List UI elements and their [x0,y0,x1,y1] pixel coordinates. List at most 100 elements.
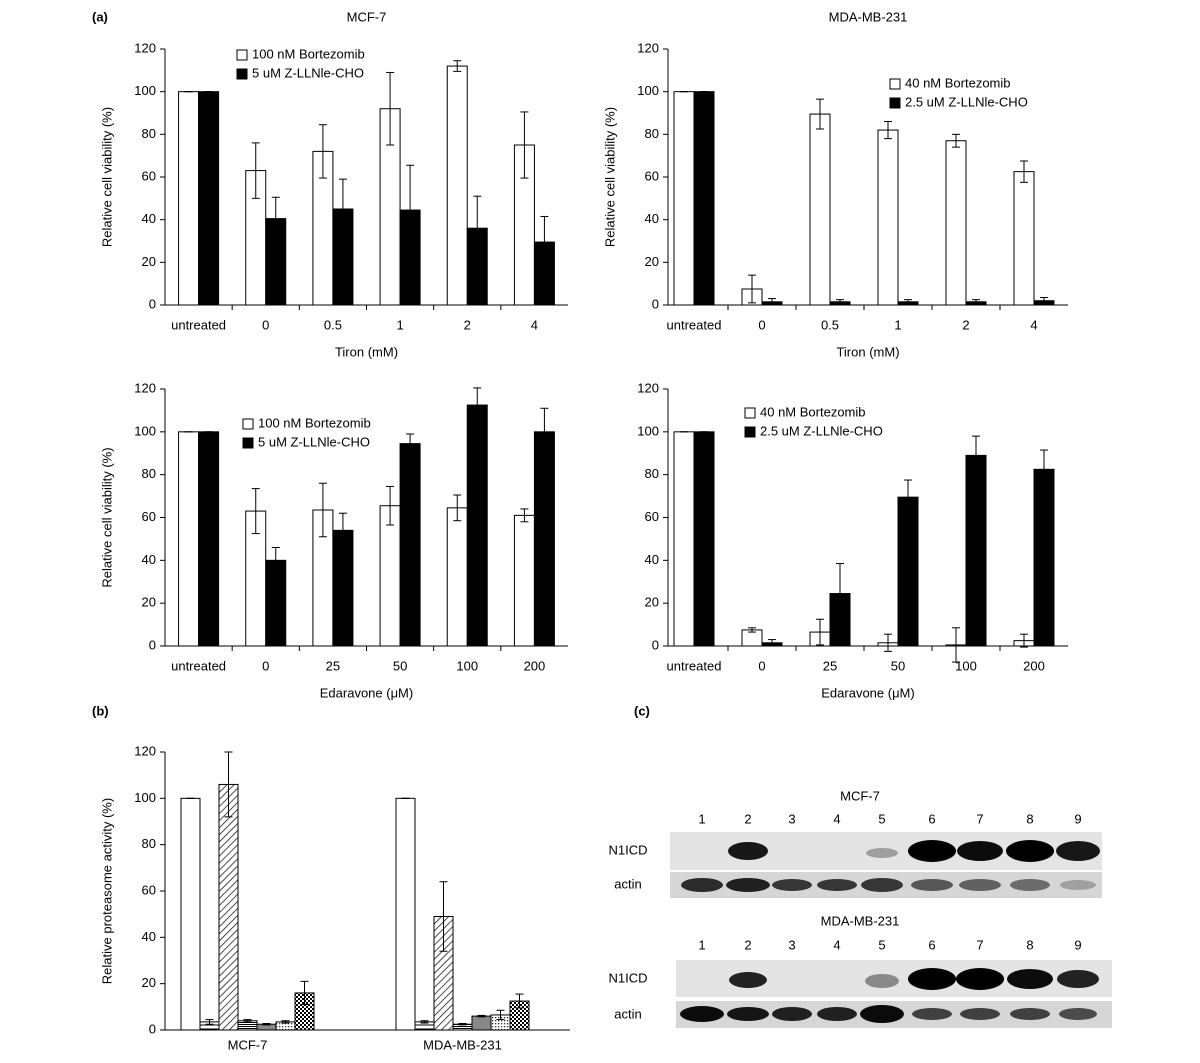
x-axis-label: Tiron (mM) [335,344,398,359]
panel-label: (b) [92,703,109,718]
bar [395,797,416,1031]
bar [1013,171,1035,306]
bar [877,129,899,306]
x-tick-label: 1 [396,317,403,332]
legend-label: 40 nM Bortezomib [760,404,866,419]
x-tick-label: 0 [758,317,765,332]
bar [178,91,200,306]
y-tick-label: 80 [645,126,659,141]
x-tick-label: 25 [326,658,340,673]
bar [673,431,695,647]
y-tick-label: 40 [645,552,659,567]
legend-label: 5 uM Z-LLNle-CHO [252,65,364,80]
legend-swatch [889,97,901,109]
y-tick-label: 0 [149,637,156,652]
x-tick-label: untreated [667,658,722,673]
bar [1033,468,1055,647]
legend-swatch [242,437,254,449]
x-tick-label: 100 [456,658,478,673]
y-tick-label: 100 [134,790,156,805]
legend-swatch [889,78,901,90]
lane-number: 7 [976,811,983,826]
x-tick-label: untreated [667,317,722,332]
blot-title: MDA-MB-231 [821,913,900,928]
x-tick-label: untreated [171,317,226,332]
y-tick-label: 120 [637,40,659,55]
y-tick-label: 0 [652,637,659,652]
x-tick-label: 100 [955,658,977,673]
lane-number: 1 [698,811,705,826]
y-axis-label: Relative proteasome activity (%) [99,798,114,984]
x-tick-label: 4 [1030,317,1037,332]
legend-label: 2.5 uM Z-LLNle-CHO [905,94,1028,109]
blot-row-label: actin [614,1006,641,1021]
y-tick-label: 40 [645,211,659,226]
y-tick-label: 20 [645,254,659,269]
lane-number: 9 [1074,937,1081,952]
lane-number: 6 [928,937,935,952]
lane-number: 6 [928,811,935,826]
y-axis-label: Relative cell viability (%) [99,447,114,587]
bar [471,1015,492,1031]
y-tick-label: 40 [142,929,156,944]
legend-swatch [236,49,248,61]
bar [178,431,200,647]
y-tick-label: 0 [652,296,659,311]
x-tick-label: 0 [758,658,765,673]
y-tick-label: 60 [645,509,659,524]
y-tick-label: 0 [149,296,156,311]
lane-number: 2 [744,811,751,826]
x-tick-label: 50 [393,658,407,673]
chart-title: MCF-7 [347,9,387,24]
bar [180,797,201,1031]
bar [693,91,715,306]
x-axis-label: Edaravone (μM) [821,685,914,700]
x-tick-label: untreated [171,658,226,673]
blot-title: MCF-7 [840,788,880,803]
legend-swatch [242,418,254,430]
lane-number: 5 [878,811,885,826]
x-tick-label: 200 [1023,658,1045,673]
x-tick-label: MDA-MB-231 [423,1037,502,1052]
lane-number: 1 [698,937,705,952]
y-tick-label: 120 [134,380,156,395]
x-tick-label: 2 [464,317,471,332]
y-axis-label: Relative cell viability (%) [602,107,617,247]
bar [218,783,239,1031]
y-tick-label: 20 [142,595,156,610]
y-tick-label: 120 [134,40,156,55]
bar [446,65,468,306]
legend-swatch [744,407,756,419]
bar [965,454,987,647]
bar [379,505,401,647]
legend-swatch [744,426,756,438]
y-tick-label: 80 [645,466,659,481]
x-tick-label: 2 [962,317,969,332]
x-tick-label: MCF-7 [228,1037,268,1052]
bar [198,431,220,647]
panel-label: (c) [634,703,650,718]
y-tick-label: 20 [142,975,156,990]
x-tick-label: 200 [524,658,546,673]
legend-label: 2.5 uM Z-LLNle-CHO [760,423,883,438]
y-tick-label: 100 [134,83,156,98]
panel-label: (a) [92,9,108,24]
legend-swatch [236,68,248,80]
legend-label: 40 nM Bortezomib [905,75,1011,90]
y-tick-label: 80 [142,126,156,141]
x-axis-label: Tiron (mM) [836,344,899,359]
lane-number: 8 [1026,937,1033,952]
chart-title: MDA-MB-231 [829,9,908,24]
bar [446,507,468,647]
y-tick-label: 120 [134,743,156,758]
lane-number: 2 [744,937,751,952]
bar [897,496,919,647]
blot-row-label: actin [614,876,641,891]
lane-number: 8 [1026,811,1033,826]
y-tick-label: 80 [142,836,156,851]
y-tick-label: 100 [637,83,659,98]
bar [513,514,535,647]
y-tick-label: 0 [149,1021,156,1036]
lane-number: 4 [833,811,840,826]
